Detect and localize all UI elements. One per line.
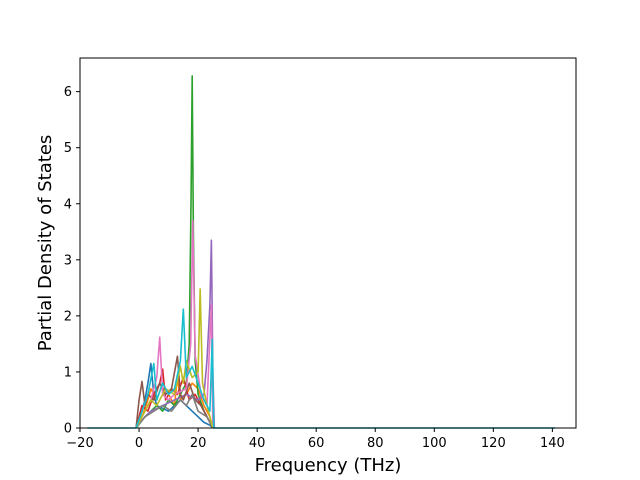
x-tick-label: 100 xyxy=(422,436,447,451)
series-line-4 xyxy=(135,239,216,429)
series-line-7 xyxy=(135,393,214,429)
plot-lines xyxy=(87,75,556,429)
y-tick-label: 1 xyxy=(64,365,72,380)
series-line-9 xyxy=(135,308,556,429)
y-axis-ticks: 0 1 2 3 4 5 6 xyxy=(64,85,80,437)
x-tick-label: −20 xyxy=(66,436,93,451)
y-tick-label: 2 xyxy=(64,309,72,324)
y-tick-label: 6 xyxy=(64,85,72,100)
x-tick-label: 20 xyxy=(190,436,207,451)
plot-frame xyxy=(79,57,577,429)
x-tick-label: 60 xyxy=(308,436,325,451)
x-axis-title: Frequency (THz) xyxy=(255,455,402,476)
y-axis-title: Partial Density of States xyxy=(35,135,56,352)
series-line-0 xyxy=(135,362,214,429)
y-tick-label: 3 xyxy=(64,253,72,268)
series-line-5 xyxy=(135,355,214,429)
y-tick-label: 5 xyxy=(64,141,72,156)
series-line-8 xyxy=(135,288,214,429)
x-tick-label: 40 xyxy=(249,436,266,451)
x-tick-label: 80 xyxy=(367,436,384,451)
x-tick-label: 120 xyxy=(481,436,506,451)
x-axis-ticks: −20 0 20 40 60 80 100 120 140 xyxy=(66,428,565,451)
x-tick-label: 0 xyxy=(135,436,143,451)
x-tick-label: 140 xyxy=(540,436,565,451)
y-tick-label: 0 xyxy=(64,422,72,437)
y-tick-label: 4 xyxy=(64,197,72,212)
